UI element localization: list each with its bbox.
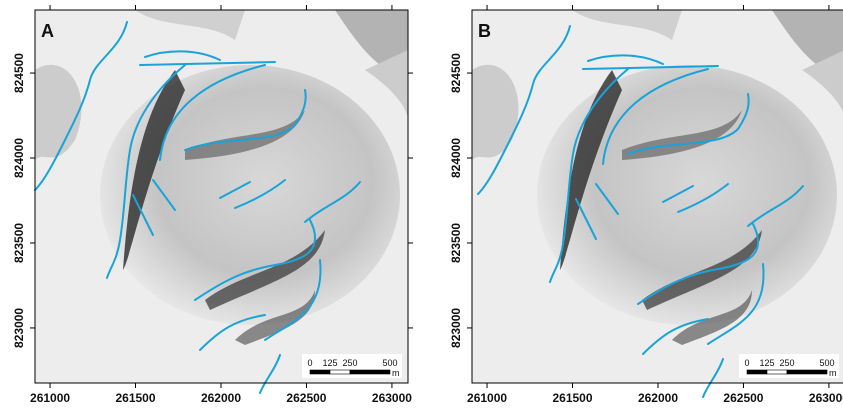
scale-label: 125 xyxy=(759,358,774,368)
x-tick-label: 262500 xyxy=(723,391,763,405)
x-tick-label: 262000 xyxy=(638,391,678,405)
scale-segment xyxy=(329,369,351,375)
scale-unit: m xyxy=(392,368,400,378)
scale-segment xyxy=(766,369,788,375)
scale-unit: m xyxy=(829,368,837,378)
map-frame xyxy=(34,9,409,384)
scale-label: 0 xyxy=(744,358,749,368)
y-tick-label: 823000 xyxy=(12,308,26,348)
scale-label: 0 xyxy=(307,358,312,368)
y-tick-label: 823500 xyxy=(12,223,26,263)
panel-label: A xyxy=(41,21,54,41)
x-tick-label: 261500 xyxy=(552,391,592,405)
x-tick-label: 261500 xyxy=(115,391,155,405)
map-panel: A 261000 261500 262000 262500 263000 823000 823… xyxy=(12,5,413,405)
x-tick-label: 263000 xyxy=(372,391,412,405)
y-tick-label: 824500 xyxy=(12,53,26,93)
hillshade xyxy=(472,10,843,383)
scale-segment xyxy=(786,369,828,375)
scale-label: 250 xyxy=(342,358,357,368)
panel-label: B xyxy=(478,21,491,41)
x-tick-label: 262000 xyxy=(201,391,241,405)
scale-segment xyxy=(349,369,391,375)
map-frame xyxy=(471,9,843,384)
y-tick-label: 824000 xyxy=(449,138,463,178)
y-tick-label: 823000 xyxy=(449,308,463,348)
scale-label: 500 xyxy=(819,358,834,368)
scale-segment xyxy=(746,369,768,375)
x-tick-label: 261000 xyxy=(467,391,507,405)
scale-label: 500 xyxy=(382,358,397,368)
scale-label: 250 xyxy=(779,358,794,368)
y-tick-label: 824000 xyxy=(12,138,26,178)
y-tick-label: 824500 xyxy=(449,53,463,93)
x-tick-label: 263000 xyxy=(809,391,843,405)
x-tick-label: 261000 xyxy=(30,391,70,405)
scale-segment xyxy=(309,369,331,375)
y-tick-label: 823500 xyxy=(449,223,463,263)
map-panel: B 261000 261500 262000 262500 263000 823000 823… xyxy=(449,5,843,405)
x-tick-label: 262500 xyxy=(286,391,326,405)
scale-label: 125 xyxy=(322,358,337,368)
